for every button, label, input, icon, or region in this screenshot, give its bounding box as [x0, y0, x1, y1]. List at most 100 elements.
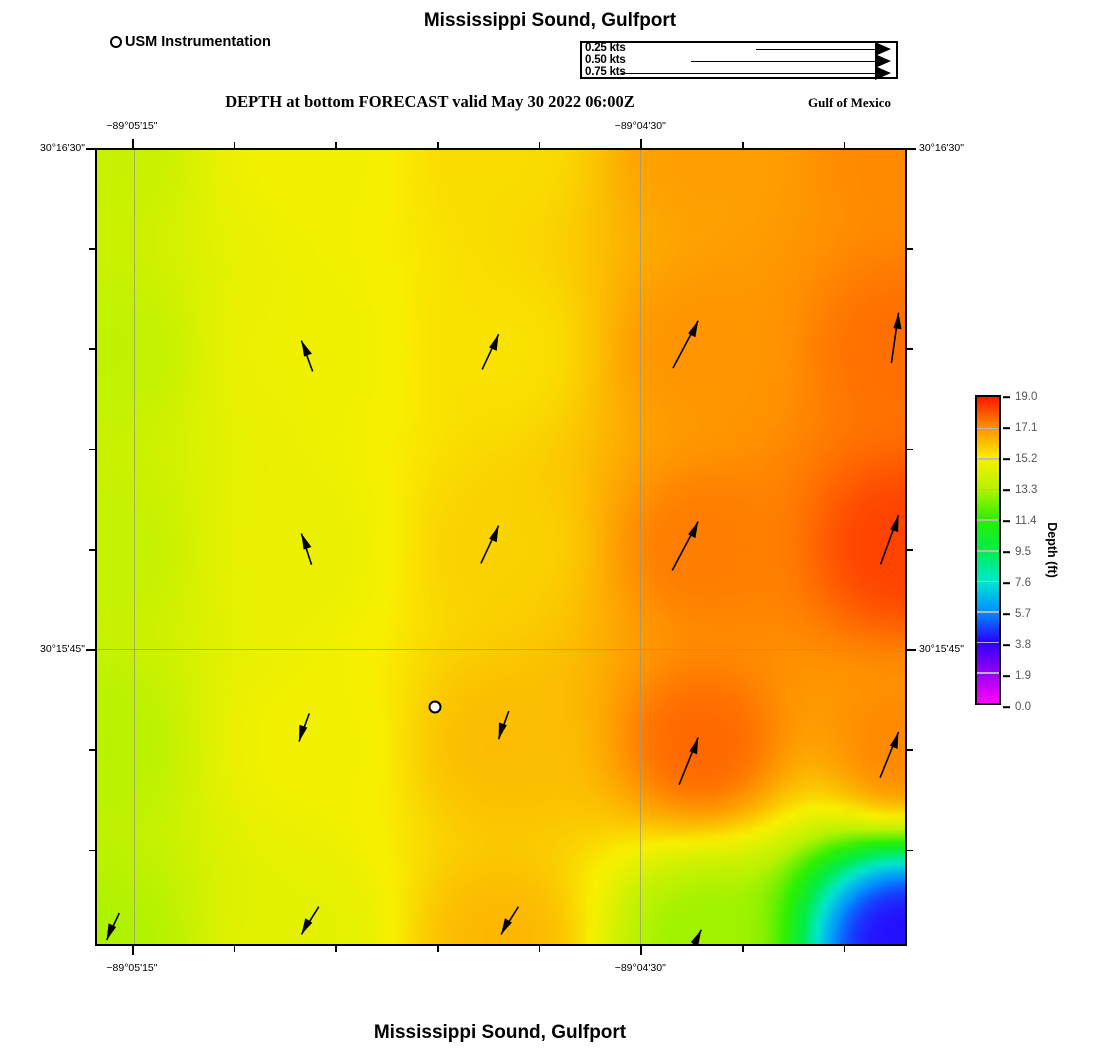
axis-tick	[843, 946, 846, 952]
axis-tick	[89, 749, 95, 751]
colorbar-tick	[1003, 489, 1010, 491]
usm-instrumentation-label: USM Instrumentation	[125, 34, 271, 50]
colorbar-tick	[1003, 644, 1010, 646]
axis-tick	[89, 448, 95, 451]
latitude-label-left: 30°15'45"	[40, 643, 85, 656]
axis-tick	[335, 142, 337, 148]
current-vector-arrow	[480, 525, 500, 564]
current-vector-arrow	[300, 533, 313, 565]
colorbar-tick	[1003, 582, 1010, 584]
axis-tick	[233, 142, 236, 148]
forecast-subtitle: DEPTH at bottom FORECAST valid May 30 20…	[225, 92, 635, 111]
current-vector-arrow	[879, 731, 900, 778]
colorbar-band-separator	[977, 427, 999, 430]
region-label: Gulf of Mexico	[808, 95, 892, 110]
velocity-scale-row: 0.75 kts	[582, 66, 896, 80]
current-vector-arrow	[678, 737, 699, 785]
velocity-scale-arrowhead	[875, 66, 891, 80]
colorbar-tick	[1003, 551, 1010, 553]
current-vector-arrow	[672, 320, 699, 369]
colorbar-band-separator	[977, 611, 999, 613]
longitude-label-top: −89°04'30"	[614, 120, 666, 132]
axis-tick	[89, 548, 95, 551]
colorbar-tick-label: 19.0	[1015, 391, 1038, 403]
colorbar-tick-label: 11.4	[1015, 515, 1037, 527]
latitude-gridline	[97, 648, 905, 651]
axis-tick	[907, 148, 916, 150]
current-vector-arrow	[497, 710, 510, 740]
colorbar-tick-label: 7.6	[1015, 577, 1031, 589]
usm-station-marker[interactable]	[428, 700, 442, 714]
axis-tick	[907, 649, 916, 651]
axis-tick	[907, 749, 913, 751]
axis-tick	[233, 946, 236, 952]
depth-color-field	[97, 150, 905, 944]
axis-tick	[640, 946, 642, 955]
velocity-scale-legend: 0.25 kts 0.50 kts 0.75 kts	[580, 41, 898, 80]
page-title: Mississippi Sound, Gulfport	[423, 10, 677, 31]
colorbar-tick-label: 15.2	[1015, 453, 1038, 465]
axis-tick	[89, 248, 95, 250]
axis-tick	[843, 142, 846, 148]
current-vector-arrow	[300, 340, 314, 372]
axis-tick	[907, 248, 913, 250]
colorbar-tick	[1003, 675, 1010, 677]
colorbar-band-separator	[977, 550, 999, 552]
current-vector-arrow	[690, 929, 703, 944]
latitude-label-right: 30°15'45"	[919, 643, 964, 656]
colorbar-band-separator	[977, 580, 999, 583]
velocity-scale-shaft	[621, 72, 876, 74]
axis-tick	[907, 849, 913, 852]
axis-tick	[640, 139, 642, 148]
colorbar-tick	[1003, 520, 1010, 522]
current-vector-arrow	[879, 515, 900, 565]
axis-tick	[89, 849, 95, 852]
colorbar-tick-label: 3.8	[1015, 639, 1031, 651]
colorbar-band-separator	[977, 458, 999, 460]
colorbar-gradient-box	[975, 395, 1001, 705]
depth-map[interactable]	[95, 148, 907, 946]
colorbar-axis-title: Depth (ft)	[1045, 522, 1059, 578]
velocity-scale-label: 0.50 kts	[585, 54, 626, 66]
axis-tick	[86, 148, 95, 150]
colorbar-tick	[1003, 458, 1010, 460]
colorbar-tick	[1003, 427, 1010, 429]
colorbar-tick-label: 9.5	[1015, 546, 1031, 558]
current-vector-arrow	[500, 906, 520, 935]
depth-colorbar: 19.0 17.1 15.2 13.3 11.4 9.5 7.6 5.7 3.8 1.9 0.0 D…	[975, 391, 1059, 713]
axis-tick	[131, 139, 134, 148]
colorbar-tick-label: 13.3	[1015, 484, 1038, 496]
velocity-scale-shaft	[691, 60, 876, 62]
colorbar-band-separator	[977, 641, 999, 644]
velocity-scale-shaft	[756, 48, 876, 50]
axis-tick	[131, 946, 134, 955]
colorbar-band-separator	[977, 519, 999, 521]
latitude-label-right: 30°16'30"	[919, 142, 964, 154]
colorbar-tick-label: 0.0	[1015, 701, 1031, 713]
axis-tick	[538, 946, 541, 952]
velocity-scale-label: 0.25 kts	[585, 42, 626, 54]
current-vector-arrow	[105, 912, 121, 941]
current-vector-layer	[105, 312, 902, 944]
longitude-gridline	[133, 150, 136, 944]
colorbar-tick-label: 17.1	[1015, 422, 1038, 434]
longitude-label-bottom: −89°05'15"	[106, 962, 158, 974]
usm-instrumentation-legend: USM Instrumentation	[110, 34, 271, 50]
velocity-scale-row: 0.25 kts	[582, 42, 896, 56]
axis-tick	[436, 946, 439, 952]
footer-title: Mississippi Sound, Gulfport	[373, 1022, 627, 1043]
colorbar-tick	[1003, 706, 1010, 708]
velocity-scale-row: 0.50 kts	[582, 54, 896, 68]
axis-tick	[907, 548, 913, 551]
longitude-label-top: −89°05'15"	[106, 120, 158, 132]
colorbar-band-separator	[977, 672, 999, 674]
velocity-scale-arrowhead	[875, 54, 891, 68]
current-vector-arrow	[298, 713, 310, 742]
axis-tick	[907, 348, 913, 351]
axis-tick	[741, 946, 744, 952]
axis-tick	[335, 946, 337, 952]
velocity-scale-arrowhead	[875, 42, 891, 56]
current-vector-arrow	[890, 312, 902, 364]
current-vector-arrow	[671, 521, 699, 571]
